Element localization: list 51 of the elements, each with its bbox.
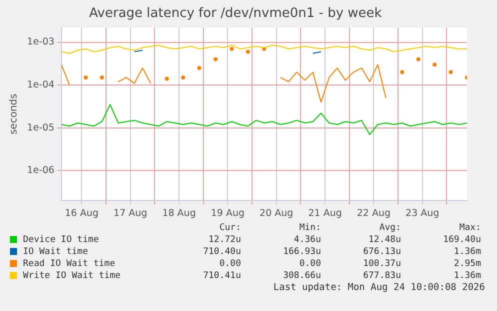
- text: Last update: Mon Aug 24 10:00:08 2026: [273, 282, 485, 293]
- text: 710.40u: [202, 246, 242, 258]
- legend-label: Device IO time: [22, 234, 100, 246]
- text: 169.40u: [442, 234, 482, 246]
- x-tick-label: 22 Aug: [356, 208, 391, 219]
- text: 0.00: [298, 258, 322, 270]
- x-tick-label: 19 Aug: [210, 208, 245, 219]
- text: 2.95m: [452, 258, 482, 270]
- point: [164, 76, 169, 81]
- text: 12.48u: [367, 234, 402, 246]
- text: Min:: [298, 222, 322, 234]
- point: [181, 76, 186, 80]
- y-tick-label: 1e-06: [27, 165, 54, 176]
- text: 166.93u: [282, 246, 322, 258]
- text: 677.83u: [362, 270, 402, 282]
- point: [197, 66, 202, 70]
- text: 12.72u: [207, 234, 242, 246]
- text: Cur:: [218, 222, 242, 234]
- y-tick-label: 1e-05: [27, 122, 54, 134]
- x-tick-label: 20 Aug: [260, 208, 294, 219]
- x-tick-label: 16 Aug: [64, 208, 99, 219]
- text: 676.13u: [362, 246, 402, 258]
- text: 1.36m: [452, 270, 482, 282]
- text: 4.36u: [292, 234, 322, 246]
- point: [214, 57, 218, 62]
- point: [416, 57, 420, 62]
- text: 0.00: [218, 258, 242, 270]
- text: 308.66u: [282, 270, 322, 282]
- x-tick-label: 21 Aug: [308, 208, 342, 219]
- y-tick-label: 1e-03: [27, 36, 54, 48]
- legend-label: IO Wait time: [22, 246, 90, 258]
- chart-title: Average latency for /dev/nvme0n1 - by week: [89, 6, 382, 22]
- text: 1.36m: [452, 246, 482, 258]
- text: Avg:: [378, 222, 402, 234]
- text: 710.41u: [202, 270, 242, 282]
- legend-label: Read IO Wait time: [22, 258, 116, 270]
- point: [400, 70, 404, 74]
- legend-label: Write IO Wait time: [22, 270, 122, 282]
- x-tick-label: 18 Aug: [162, 208, 196, 219]
- point: [246, 50, 250, 54]
- point: [84, 76, 88, 80]
- text: Max:: [458, 222, 482, 234]
- x-tick-label: 23 Aug: [406, 208, 440, 219]
- point: [432, 62, 437, 67]
- y-tick-label: 1e-04: [27, 80, 54, 91]
- y-axis-title: seconds: [8, 94, 20, 135]
- text: 100.37u: [362, 258, 402, 270]
- point: [448, 70, 453, 74]
- x-tick-label: 17 Aug: [114, 208, 148, 219]
- point: [100, 76, 104, 80]
- point: [230, 46, 234, 51]
